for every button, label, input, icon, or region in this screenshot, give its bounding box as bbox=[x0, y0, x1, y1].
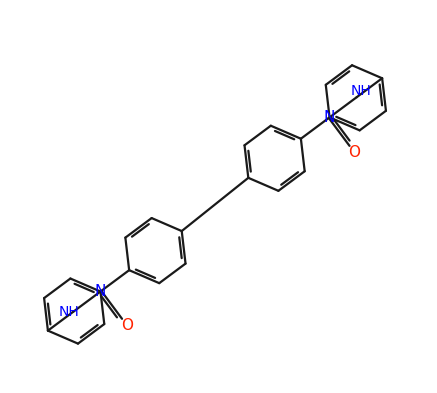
Text: NH: NH bbox=[58, 305, 79, 319]
Text: N: N bbox=[324, 110, 335, 125]
Text: NH: NH bbox=[351, 84, 372, 98]
Text: N: N bbox=[95, 284, 106, 299]
Text: O: O bbox=[121, 318, 133, 332]
Text: O: O bbox=[348, 145, 360, 160]
